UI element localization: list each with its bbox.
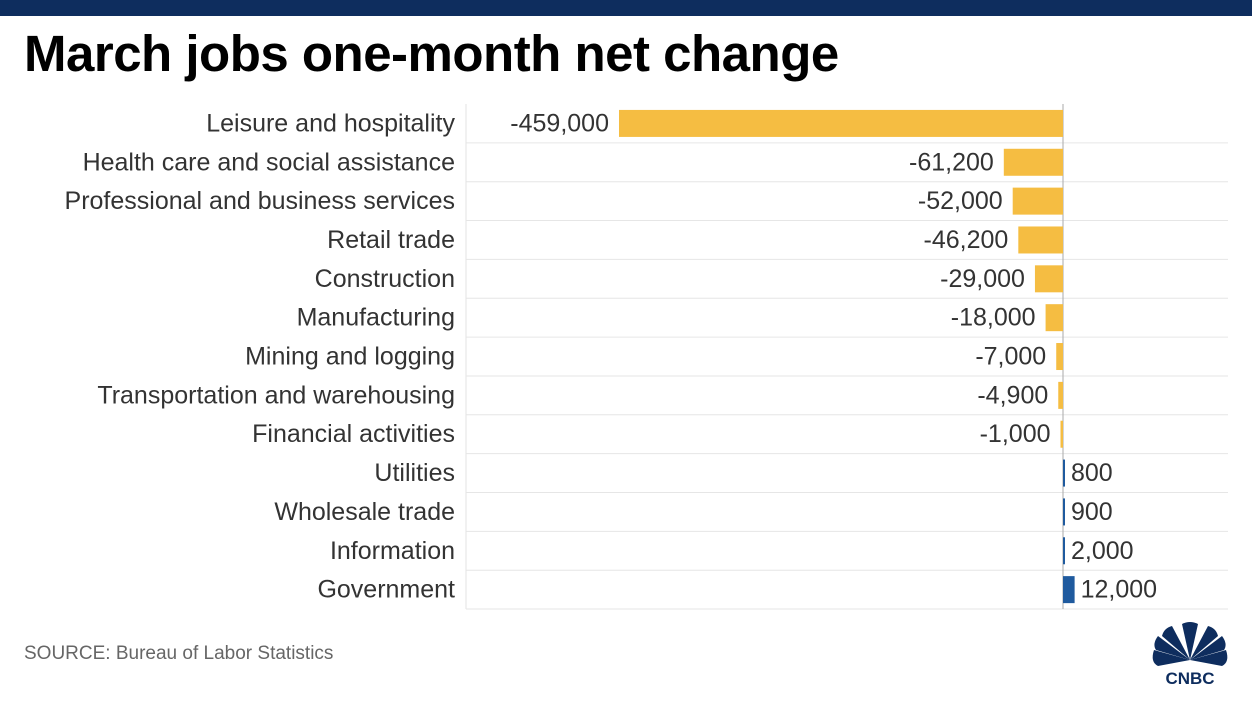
bar <box>1003 148 1063 176</box>
bar <box>1034 265 1063 293</box>
bar <box>1018 226 1063 254</box>
chart-title: March jobs one-month net change <box>24 25 839 82</box>
bar <box>1056 343 1063 371</box>
category-label: Professional and business services <box>65 187 455 215</box>
value-label: -52,000 <box>918 187 1003 215</box>
bar <box>1063 537 1065 565</box>
source-note: SOURCE: Bureau of Labor Statistics <box>24 643 334 664</box>
bar <box>1063 498 1065 526</box>
chart-bars <box>619 109 1075 604</box>
value-label: 900 <box>1071 498 1113 526</box>
value-label: -46,200 <box>924 226 1009 254</box>
value-label: -459,000 <box>510 109 609 137</box>
bar <box>1063 576 1075 604</box>
value-label: -18,000 <box>951 304 1036 332</box>
value-label: -29,000 <box>940 265 1025 293</box>
value-label: 2,000 <box>1071 537 1134 565</box>
category-label: Utilities <box>374 459 455 487</box>
value-label: -4,900 <box>977 381 1048 409</box>
category-label: Construction <box>315 265 455 293</box>
category-label: Leisure and hospitality <box>206 109 455 137</box>
chart-grid <box>465 104 1228 610</box>
bar <box>1063 459 1065 487</box>
value-label: -61,200 <box>909 148 994 176</box>
category-label: Financial activities <box>252 420 455 448</box>
cnbc-logo-text: CNBC <box>1165 669 1214 688</box>
bar <box>1012 187 1063 215</box>
cnbc-logo: CNBC <box>1152 622 1228 688</box>
bar <box>619 109 1063 137</box>
category-label: Government <box>317 576 455 604</box>
category-label: Mining and logging <box>245 343 455 371</box>
category-label: Health care and social assistance <box>83 148 455 176</box>
value-label: 12,000 <box>1081 576 1157 604</box>
category-label: Information <box>330 537 455 565</box>
top-accent-bar <box>0 0 1252 16</box>
category-label: Wholesale trade <box>274 498 455 526</box>
chart-labels: Leisure and hospitality -459,000 Health ca… <box>65 109 1158 603</box>
category-label: Manufacturing <box>297 304 455 332</box>
peacock-icon <box>1152 622 1228 666</box>
category-label: Transportation and warehousing <box>97 381 455 409</box>
bar <box>1060 420 1063 448</box>
value-label: -1,000 <box>980 420 1051 448</box>
value-label: 800 <box>1071 459 1113 487</box>
value-label: -7,000 <box>975 343 1046 371</box>
category-label: Retail trade <box>327 226 455 254</box>
bar <box>1058 381 1063 409</box>
bar <box>1045 304 1063 332</box>
